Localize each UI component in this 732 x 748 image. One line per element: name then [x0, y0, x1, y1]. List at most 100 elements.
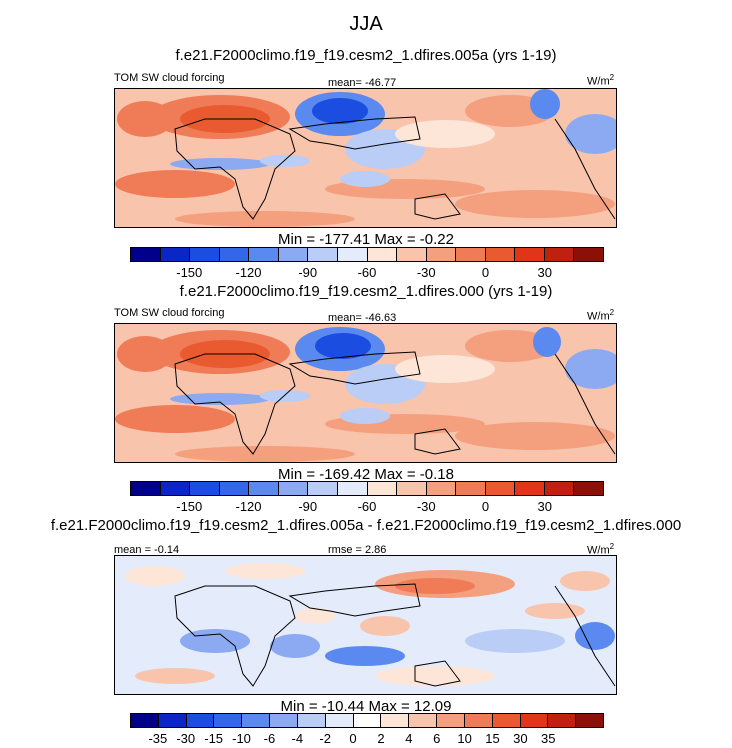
- colorbar-tick-label: -150: [176, 265, 203, 280]
- colorbar-swatch: [270, 714, 298, 727]
- colorbar-tick-label: -6: [263, 731, 276, 746]
- colorbar-swatch: [308, 248, 338, 261]
- colorbar-swatch: [353, 714, 382, 727]
- colorbar-swatch: [160, 482, 191, 495]
- panel-1-mean-label: mean= -46.77: [328, 77, 397, 89]
- colorbar-swatch: [456, 482, 486, 495]
- colorbar-swatch: [456, 248, 486, 261]
- colorbar-tick-label: 0: [349, 731, 357, 746]
- colorbar-swatch: [485, 482, 516, 495]
- panel-2-mean-label: mean= -46.63: [328, 312, 397, 324]
- panel-1-units: W/m2: [587, 73, 615, 88]
- colorbar-swatch: [381, 714, 410, 727]
- colorbar-tick-label: 0: [481, 499, 490, 514]
- colorbar-tick-label: -15: [204, 731, 224, 746]
- figure-title: JJA: [349, 13, 383, 35]
- panel-3-mean-label: mean = -0.14: [114, 544, 180, 556]
- panel-1-colorbar: [130, 247, 604, 262]
- colorbar-swatch: [249, 248, 279, 261]
- panel-3-rmse-label: rmse = 2.86: [328, 544, 387, 556]
- colorbar-swatch: [158, 714, 187, 727]
- colorbar-swatch: [485, 248, 516, 261]
- panel-3-field: [115, 556, 616, 694]
- colorbar-tick-label: 15: [485, 731, 500, 746]
- panel-1-field: [115, 89, 616, 227]
- colorbar-swatch: [278, 248, 309, 261]
- colorbar-swatch: [397, 248, 427, 261]
- colorbar-swatch: [367, 482, 398, 495]
- colorbar-tick-label: -4: [291, 731, 304, 746]
- colorbar-tick-label: -2: [319, 731, 331, 746]
- panel-3-colorbar: [130, 713, 604, 728]
- colorbar-swatch: [214, 714, 243, 727]
- panel-3-map: [114, 555, 617, 695]
- colorbar-swatch: [131, 714, 159, 727]
- colorbar-swatch: [367, 248, 398, 261]
- colorbar-tick-label: -120: [235, 265, 262, 280]
- panel-3-case-title: f.e21.F2000climo.f19_f19.cesm2_1.dfires.…: [50, 517, 682, 534]
- colorbar-swatch: [409, 714, 438, 727]
- colorbar-swatch: [219, 248, 250, 261]
- panel-2-units: W/m2: [587, 308, 615, 323]
- colorbar-swatch: [249, 482, 279, 495]
- colorbar-swatch: [325, 714, 354, 727]
- colorbar-swatch: [131, 482, 161, 495]
- colorbar-swatch: [426, 482, 457, 495]
- colorbar-swatch: [337, 248, 368, 261]
- colorbar-tick-label: -60: [357, 265, 377, 280]
- colorbar-tick-label: 4: [405, 731, 413, 746]
- colorbar-swatch: [160, 248, 191, 261]
- panel-1-map: [114, 88, 617, 228]
- colorbar-tick-label: -10: [232, 731, 251, 746]
- panel-2-colorbar: [130, 481, 604, 496]
- colorbar-swatch: [515, 248, 545, 261]
- colorbar-tick-label: -30: [416, 499, 436, 514]
- colorbar-tick-label: 35: [541, 731, 556, 746]
- colorbar-tick-label: 30: [537, 265, 552, 280]
- colorbar-swatch: [219, 482, 250, 495]
- colorbar-swatch: [574, 482, 603, 495]
- colorbar-swatch: [515, 482, 545, 495]
- colorbar-swatch: [576, 714, 604, 727]
- colorbar-swatch: [464, 714, 493, 727]
- panel-2-field: [115, 324, 616, 462]
- colorbar-swatch: [437, 714, 465, 727]
- colorbar-swatch: [308, 482, 338, 495]
- colorbar-tick-label: 6: [433, 731, 441, 746]
- colorbar-swatch: [574, 248, 603, 261]
- colorbar-tick-label: -90: [298, 499, 318, 514]
- colorbar-tick-label: 0: [481, 265, 490, 280]
- colorbar-swatch: [190, 482, 220, 495]
- colorbar-swatch: [337, 482, 368, 495]
- panel-3-units: W/m2: [587, 542, 615, 557]
- colorbar-tick-label: 30: [537, 499, 552, 514]
- colorbar-tick-label: -150: [176, 499, 203, 514]
- colorbar-swatch: [186, 714, 215, 727]
- colorbar-tick-label: -120: [235, 499, 262, 514]
- colorbar-swatch: [426, 248, 457, 261]
- panel-2-map: [114, 323, 617, 463]
- colorbar-swatch: [520, 714, 549, 727]
- panel-2-minmax: Min = -169.42 Max = -0.18: [278, 466, 454, 483]
- colorbar-tick-label: -30: [176, 731, 196, 746]
- colorbar-tick-label: 2: [377, 731, 385, 746]
- colorbar-swatch: [544, 482, 575, 495]
- panel-2-case-title: f.e21.F2000climo.f19_f19.cesm2_1.dfires.…: [179, 283, 553, 300]
- colorbar-tick-label: 10: [457, 731, 472, 746]
- colorbar-tick-label: -90: [298, 265, 318, 280]
- colorbar-swatch: [278, 482, 309, 495]
- colorbar-swatch: [548, 714, 577, 727]
- colorbar-tick-label: -60: [357, 499, 377, 514]
- colorbar-tick-label: 30: [513, 731, 528, 746]
- panel-1-case-title: f.e21.F2000climo.f19_f19.cesm2_1.dfires.…: [175, 47, 557, 64]
- panel-1-variable-label: TOM SW cloud forcing: [114, 72, 225, 84]
- colorbar-tick-label: -30: [416, 265, 436, 280]
- colorbar-swatch: [131, 248, 161, 261]
- panel-1-minmax: Min = -177.41 Max = -0.22: [278, 231, 454, 248]
- colorbar-swatch: [242, 714, 271, 727]
- colorbar-swatch: [397, 482, 427, 495]
- colorbar-swatch: [297, 714, 326, 727]
- colorbar-swatch: [190, 248, 220, 261]
- colorbar-swatch: [544, 248, 575, 261]
- panel-3-minmax: Min = -10.44 Max = 12.09: [280, 698, 452, 715]
